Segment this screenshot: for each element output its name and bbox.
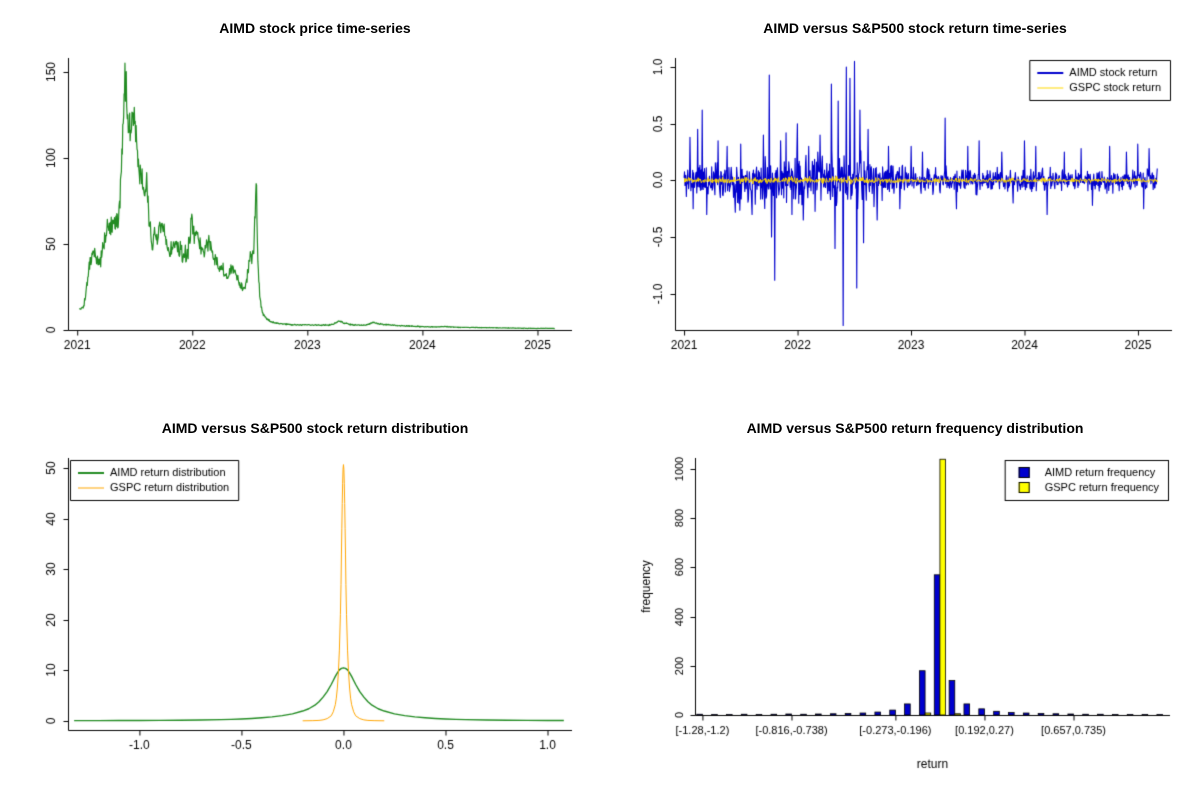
- chart-title-price: AIMD stock price time-series: [219, 20, 411, 36]
- panel-return-distribution: AIMD versus S&P500 stock return distribu…: [0, 400, 600, 800]
- panel-price-timeseries: AIMD stock price time-series: [0, 0, 600, 400]
- panel-return-frequency: AIMD versus S&P500 return frequency dist…: [600, 400, 1200, 800]
- price-timeseries-canvas: [0, 0, 600, 400]
- chart-title-returns: AIMD versus S&P500 stock return time-ser…: [763, 20, 1067, 36]
- chart-title-frequency: AIMD versus S&P500 return frequency dist…: [746, 420, 1084, 436]
- return-frequency-canvas: [600, 400, 1200, 800]
- returns-timeseries-canvas: [600, 0, 1200, 400]
- chart-title-distribution: AIMD versus S&P500 stock return distribu…: [161, 420, 469, 436]
- return-distribution-canvas: [0, 400, 600, 800]
- panel-returns-timeseries: AIMD versus S&P500 stock return time-ser…: [600, 0, 1200, 400]
